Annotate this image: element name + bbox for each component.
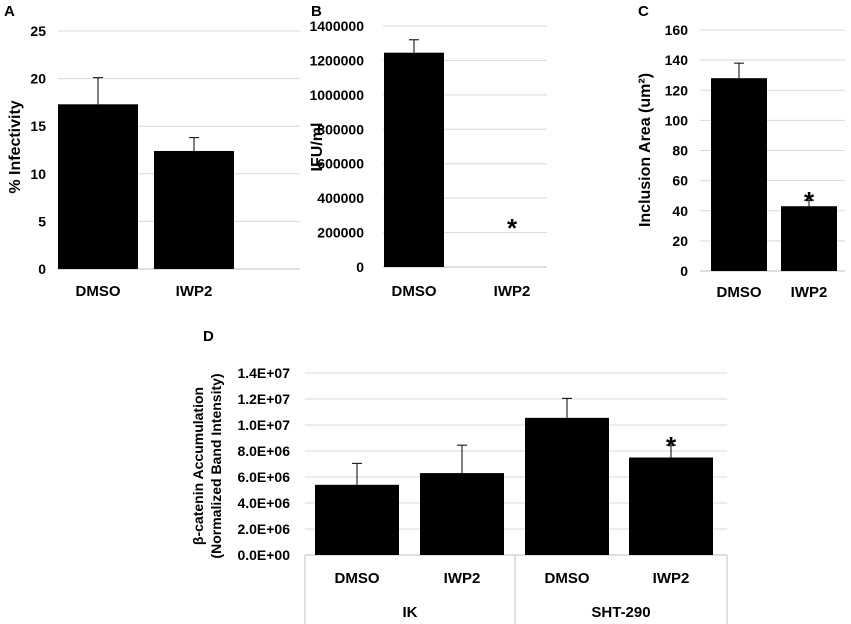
panel-d-ytick-label: 0.0E+00 xyxy=(237,547,290,563)
panel-c-bar xyxy=(781,206,837,271)
panel-d: D β-catenin Accumulation (Normalized Ban… xyxy=(190,328,224,559)
panel-d-category-label: IWP2 xyxy=(653,570,690,587)
panel-d-plot: 0.0E+00 2.0E+06 4.0E+06 6.0E+06 8.0E+06 1.0E+… xyxy=(237,365,728,624)
panel-c: C Inclusion Area (um²) xyxy=(637,3,654,227)
panel-c-ytick-label: 0 xyxy=(680,263,688,279)
panel-a-ytick-label: 15 xyxy=(30,118,46,134)
panel-c-bar xyxy=(711,78,767,271)
panel-c-significance-marker: * xyxy=(804,186,815,216)
panel-b-category-label: IWP2 xyxy=(494,283,531,300)
panel-c-ylabel: Inclusion Area (um²) xyxy=(637,73,654,227)
panel-a-bar xyxy=(58,104,138,269)
panel-c-category-label: DMSO xyxy=(717,284,762,301)
panel-d-ytick-label: 1.2E+07 xyxy=(237,391,290,407)
panel-d-significance-marker: * xyxy=(666,431,677,461)
panel-c-ytick-label: 20 xyxy=(672,233,688,249)
panel-label-c: C xyxy=(638,3,649,20)
panel-c-ytick-label: 160 xyxy=(665,22,689,38)
panel-d-ylabel: β-catenin Accumulation xyxy=(190,387,206,545)
panel-label-d: D xyxy=(203,328,214,345)
panel-c-ytick-label: 40 xyxy=(672,203,688,219)
panel-d-category-label: DMSO xyxy=(335,570,380,587)
panel-b-category-label: DMSO xyxy=(392,283,437,300)
panel-b-ytick-label: 800000 xyxy=(317,121,364,137)
panel-d-ytick-label: 1.4E+07 xyxy=(237,365,290,381)
panel-c-ytick-label: 140 xyxy=(665,52,689,68)
panel-c-plot: 0 20 40 60 80 100 120 140 160 DMSO * IWP2 xyxy=(665,22,845,301)
panel-b-ytick-label: 200000 xyxy=(317,225,364,241)
panel-label-a: A xyxy=(4,3,15,20)
panel-a-bar xyxy=(154,150,234,269)
panel-label-b: B xyxy=(311,3,322,20)
panel-a-ylabel: % Infectivity xyxy=(7,100,24,193)
panel-d-category-label: DMSO xyxy=(545,570,590,587)
panel-a-category-label: DMSO xyxy=(76,283,121,300)
panel-a-plot: 0 5 10 15 20 25 DMSO IWP2 xyxy=(30,23,300,300)
panel-b-ytick-label: 1400000 xyxy=(309,18,364,34)
panel-d-bar xyxy=(525,417,609,555)
panel-d-group-label: SHT-290 xyxy=(591,604,650,621)
panel-c-ytick-label: 80 xyxy=(672,143,688,159)
panel-c-ytick-label: 100 xyxy=(665,112,689,128)
panel-a-category-label: IWP2 xyxy=(176,283,213,300)
panel-b-significance-marker: * xyxy=(507,213,518,243)
panel-b-bar xyxy=(384,52,444,267)
panel-b-ytick-label: 0 xyxy=(356,259,364,275)
panel-a-ytick-label: 0 xyxy=(38,261,46,277)
panel-b-ytick-label: 1000000 xyxy=(309,87,364,103)
panel-c-ytick-label: 60 xyxy=(672,173,688,189)
panel-b-ytick-label: 400000 xyxy=(317,190,364,206)
panel-c-ytick-label: 120 xyxy=(665,82,689,98)
panel-a-ytick-label: 25 xyxy=(30,23,46,39)
panel-d-ytick-label: 8.0E+06 xyxy=(237,443,290,459)
panel-d-bar xyxy=(315,484,399,555)
panel-b-plot: 0 200000 400000 600000 800000 1000000 1200000 1… xyxy=(309,18,547,300)
panel-a: A % Infectivity xyxy=(4,3,24,194)
panel-d-bar xyxy=(420,473,504,555)
panel-d-ytick-label: 4.0E+06 xyxy=(237,495,290,511)
panel-d-group-label: IK xyxy=(403,604,418,621)
panel-b-ylabel: IFU/ml xyxy=(309,123,326,172)
panel-d-ylabel-sub: (Normalized Band Intensity) xyxy=(208,373,224,558)
panel-a-ytick-label: 20 xyxy=(30,71,46,87)
panel-d-ytick-label: 1.0E+07 xyxy=(237,417,290,433)
panel-a-ytick-label: 5 xyxy=(38,213,46,229)
panel-d-bar xyxy=(629,457,713,555)
panel-b: B IFU/ml xyxy=(309,3,326,171)
panel-c-category-label: IWP2 xyxy=(791,284,828,301)
panel-b-ytick-label: 600000 xyxy=(317,156,364,172)
panel-d-ytick-label: 6.0E+06 xyxy=(237,469,290,485)
panel-d-ytick-label: 2.0E+06 xyxy=(237,521,290,537)
panel-d-category-label: IWP2 xyxy=(444,570,481,587)
panel-a-ytick-label: 10 xyxy=(30,166,46,182)
panel-b-ytick-label: 1200000 xyxy=(309,52,364,68)
